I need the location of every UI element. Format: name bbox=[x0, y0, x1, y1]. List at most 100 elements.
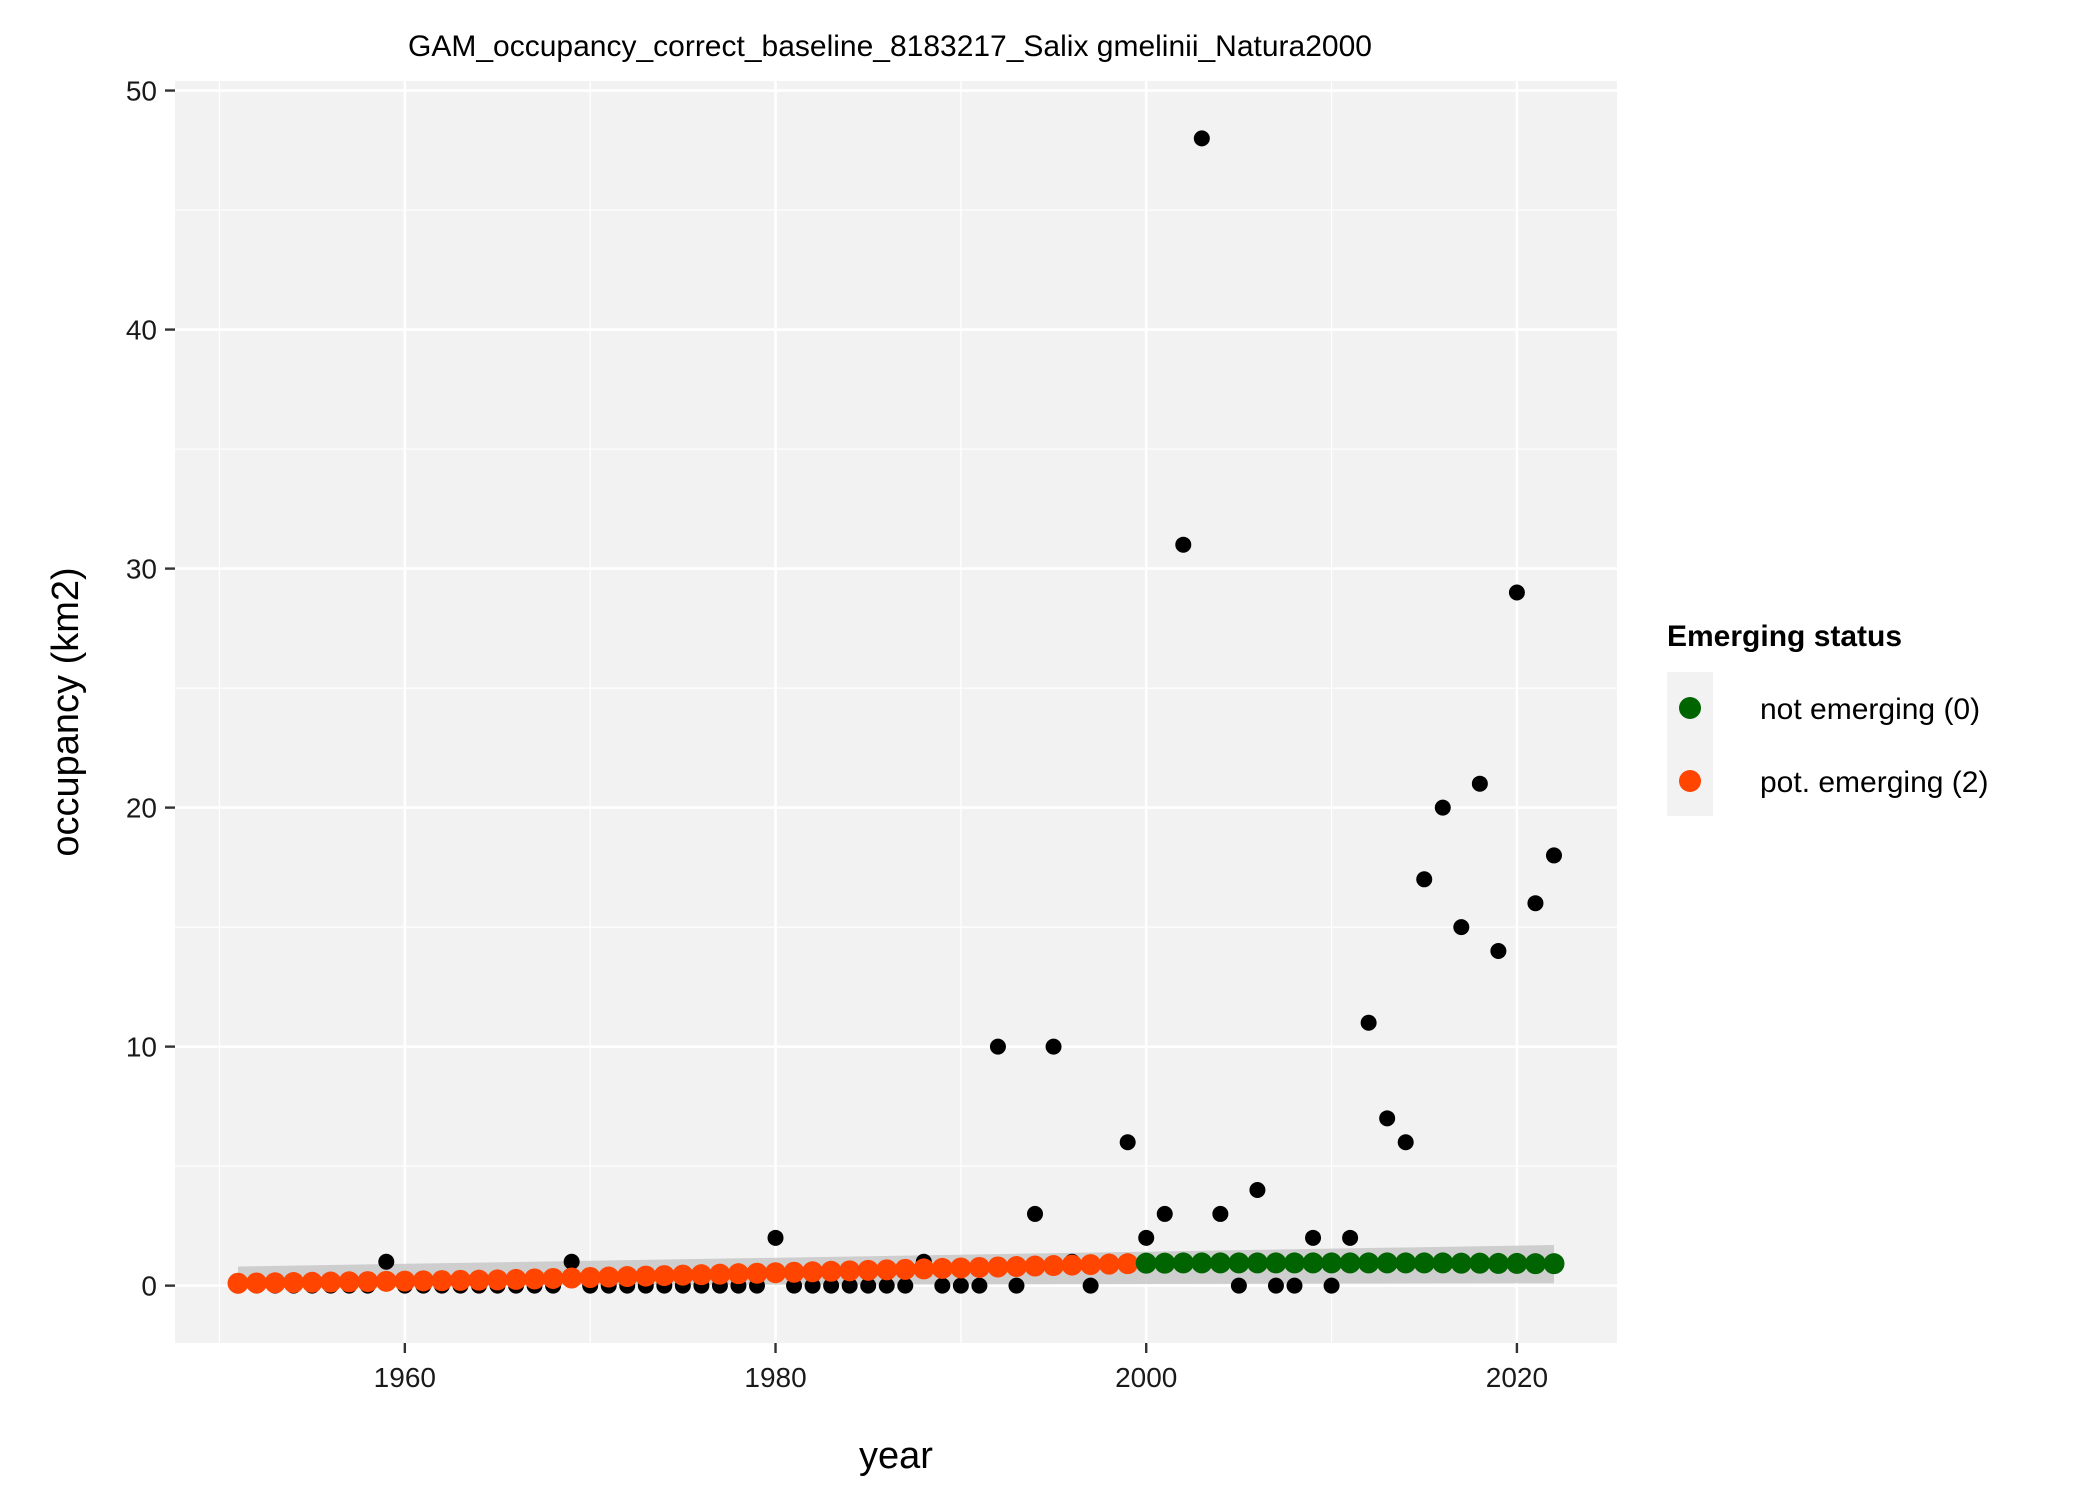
observed-point bbox=[1323, 1277, 1340, 1294]
fitted-point-pot-emerging bbox=[857, 1259, 879, 1281]
fitted-point-pot-emerging bbox=[839, 1260, 861, 1282]
fitted-point-pot-emerging bbox=[783, 1261, 805, 1283]
fitted-point-pot-emerging bbox=[338, 1271, 360, 1293]
fitted-point-pot-emerging bbox=[357, 1271, 379, 1293]
fitted-point-pot-emerging bbox=[653, 1265, 675, 1287]
observed-point bbox=[1119, 1134, 1136, 1151]
observed-point bbox=[563, 1253, 580, 1270]
fitted-point-not-emerging bbox=[1506, 1252, 1528, 1274]
fitted-point-not-emerging bbox=[1265, 1252, 1287, 1274]
fitted-point-not-emerging bbox=[1154, 1252, 1176, 1274]
fitted-point-pot-emerging bbox=[301, 1271, 323, 1293]
fitted-point-pot-emerging bbox=[561, 1267, 583, 1289]
observed-point bbox=[1286, 1277, 1303, 1294]
fitted-point-not-emerging bbox=[1395, 1252, 1417, 1274]
x-axis-title: year bbox=[859, 1435, 933, 1477]
fitted-point-pot-emerging bbox=[931, 1257, 953, 1279]
fitted-point-pot-emerging bbox=[598, 1266, 620, 1288]
fitted-point-pot-emerging bbox=[820, 1260, 842, 1282]
observed-point bbox=[1008, 1277, 1025, 1294]
observed-point bbox=[1082, 1277, 1099, 1294]
chart-title: GAM_occupancy_correct_baseline_8183217_S… bbox=[408, 30, 1372, 63]
observed-point bbox=[1045, 1038, 1062, 1055]
fitted-points bbox=[227, 1252, 1565, 1294]
fitted-point-not-emerging bbox=[1191, 1252, 1213, 1274]
fitted-point-pot-emerging bbox=[727, 1263, 749, 1285]
fitted-point-pot-emerging bbox=[542, 1267, 564, 1289]
legend-label: pot. emerging (2) bbox=[1760, 766, 1988, 799]
fitted-point-pot-emerging bbox=[913, 1258, 935, 1280]
x-tick-label: 1960 bbox=[374, 1362, 436, 1393]
observed-point bbox=[841, 1277, 858, 1294]
fitted-point-pot-emerging bbox=[1080, 1254, 1102, 1276]
y-axis: 0 10 20 30 40 50 bbox=[126, 76, 175, 1302]
fitted-point-pot-emerging bbox=[487, 1269, 509, 1291]
observed-point bbox=[1434, 799, 1451, 816]
fitted-point-pot-emerging bbox=[227, 1272, 249, 1294]
fitted-point-not-emerging bbox=[1321, 1252, 1343, 1274]
observed-point bbox=[1379, 1110, 1396, 1127]
observed-point bbox=[934, 1277, 951, 1294]
fitted-point-not-emerging bbox=[1543, 1253, 1565, 1275]
y-tick-label: 10 bbox=[126, 1032, 157, 1063]
fitted-point-pot-emerging bbox=[449, 1269, 471, 1291]
fitted-point-pot-emerging bbox=[802, 1261, 824, 1283]
fitted-point-pot-emerging bbox=[524, 1268, 546, 1290]
fitted-point-not-emerging bbox=[1246, 1252, 1268, 1274]
y-tick-label: 40 bbox=[126, 315, 157, 346]
fitted-point-not-emerging bbox=[1302, 1252, 1324, 1274]
observed-point bbox=[1156, 1205, 1173, 1222]
fitted-point-pot-emerging bbox=[894, 1258, 916, 1280]
fitted-point-not-emerging bbox=[1209, 1252, 1231, 1274]
fitted-point-pot-emerging bbox=[765, 1262, 787, 1284]
fitted-point-pot-emerging bbox=[394, 1270, 416, 1292]
fitted-point-pot-emerging bbox=[1098, 1253, 1120, 1275]
plot-panel bbox=[175, 81, 1617, 1343]
legend-key-not-emerging bbox=[1679, 697, 1701, 719]
observed-point bbox=[823, 1277, 840, 1294]
y-tick-label: 0 bbox=[141, 1271, 157, 1302]
observed-point bbox=[1397, 1134, 1414, 1151]
fitted-point-pot-emerging bbox=[746, 1262, 768, 1284]
y-axis-title: occupancy (km2) bbox=[45, 567, 87, 856]
fitted-point-not-emerging bbox=[1413, 1252, 1435, 1274]
fitted-point-pot-emerging bbox=[283, 1272, 305, 1294]
x-axis: 1960 1980 2000 2020 bbox=[374, 1343, 1548, 1393]
fitted-point-not-emerging bbox=[1524, 1253, 1546, 1275]
observed-point bbox=[1453, 919, 1470, 936]
observed-point bbox=[1545, 847, 1562, 864]
fitted-point-pot-emerging bbox=[1005, 1256, 1027, 1278]
observed-point bbox=[1212, 1205, 1229, 1222]
legend-label: not emerging (0) bbox=[1760, 693, 1980, 726]
observed-point bbox=[1490, 943, 1507, 960]
observed-point bbox=[1527, 895, 1544, 912]
fitted-point-not-emerging bbox=[1228, 1252, 1250, 1274]
x-tick-label: 1980 bbox=[744, 1362, 806, 1393]
fitted-point-pot-emerging bbox=[1117, 1253, 1139, 1275]
observed-point bbox=[971, 1277, 988, 1294]
fitted-point-pot-emerging bbox=[987, 1256, 1009, 1278]
fitted-point-pot-emerging bbox=[412, 1270, 434, 1292]
fitted-point-not-emerging bbox=[1283, 1252, 1305, 1274]
observed-point bbox=[952, 1277, 969, 1294]
observed-point bbox=[767, 1229, 784, 1246]
observed-point bbox=[1416, 871, 1433, 888]
fitted-point-pot-emerging bbox=[635, 1265, 657, 1287]
fitted-point-pot-emerging bbox=[616, 1266, 638, 1288]
observed-point bbox=[1305, 1229, 1322, 1246]
fitted-point-not-emerging bbox=[1135, 1252, 1157, 1274]
fitted-point-pot-emerging bbox=[579, 1267, 601, 1289]
y-tick-label: 50 bbox=[126, 76, 157, 107]
fitted-point-pot-emerging bbox=[1061, 1254, 1083, 1276]
observed-point bbox=[1230, 1277, 1247, 1294]
fitted-point-not-emerging bbox=[1376, 1252, 1398, 1274]
observed-point bbox=[1342, 1229, 1359, 1246]
fitted-point-pot-emerging bbox=[505, 1268, 527, 1290]
observed-point bbox=[1027, 1205, 1044, 1222]
observed-point bbox=[1249, 1182, 1266, 1199]
observed-point bbox=[989, 1038, 1006, 1055]
fitted-point-not-emerging bbox=[1469, 1252, 1491, 1274]
observed-point bbox=[1508, 584, 1525, 601]
fitted-point-not-emerging bbox=[1172, 1252, 1194, 1274]
legend-key-background bbox=[1667, 672, 1713, 816]
